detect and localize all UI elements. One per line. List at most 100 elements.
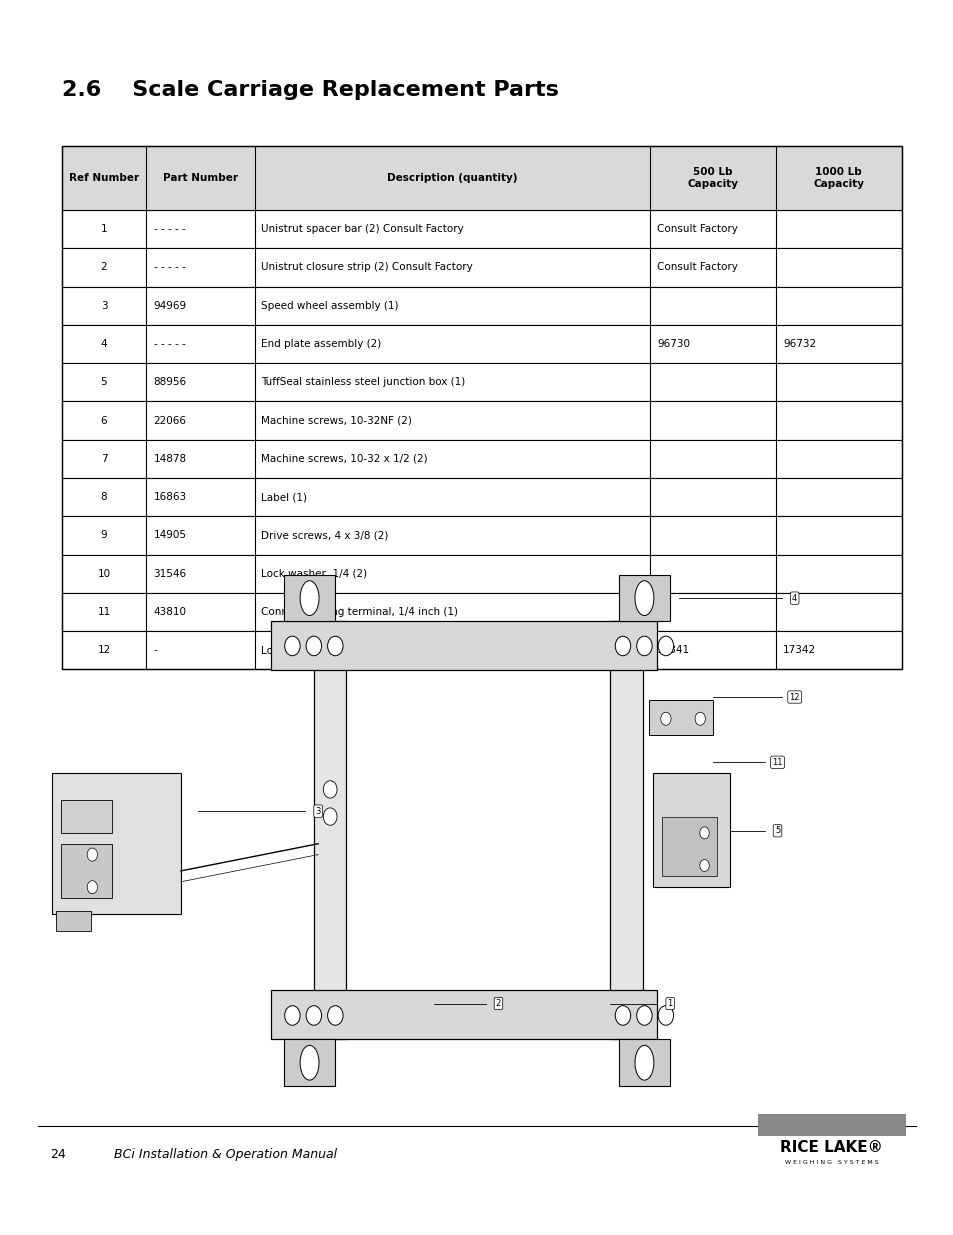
Circle shape (306, 1005, 321, 1025)
Bar (271, 990, 657, 1040)
Circle shape (327, 1005, 343, 1025)
Circle shape (658, 1005, 673, 1025)
Circle shape (700, 860, 708, 872)
Ellipse shape (635, 1045, 653, 1081)
Text: Consult Factory: Consult Factory (657, 262, 738, 273)
Text: - - - - -: - - - - - (153, 338, 185, 350)
Text: 43810: 43810 (153, 606, 187, 618)
Text: 2.6    Scale Carriage Replacement Parts: 2.6 Scale Carriage Replacement Parts (62, 80, 558, 100)
Text: TuffSeal stainless steel junction box (1): TuffSeal stainless steel junction box (1… (260, 377, 464, 388)
Text: 11: 11 (97, 606, 111, 618)
Circle shape (615, 636, 630, 656)
Text: 17341: 17341 (657, 645, 690, 656)
Text: 94969: 94969 (153, 300, 187, 311)
Text: 4: 4 (101, 338, 107, 350)
Bar (284, 576, 335, 621)
Bar (62, 593, 901, 631)
Text: 5: 5 (101, 377, 107, 388)
Bar (661, 816, 717, 877)
Bar (61, 844, 112, 898)
Text: RICE LAKE®: RICE LAKE® (780, 1140, 882, 1155)
Text: 12: 12 (788, 693, 800, 701)
Text: Drive screws, 4 x 3/8 (2): Drive screws, 4 x 3/8 (2) (260, 530, 388, 541)
Bar (62, 363, 901, 401)
Text: 14905: 14905 (153, 530, 187, 541)
Text: 6: 6 (101, 415, 107, 426)
Bar (648, 700, 713, 735)
Bar (62, 146, 901, 669)
Bar (758, 1114, 905, 1136)
Ellipse shape (300, 580, 318, 615)
Text: Speed wheel assembly (1): Speed wheel assembly (1) (260, 300, 398, 311)
Text: 24: 24 (51, 1149, 67, 1161)
Text: 96732: 96732 (782, 338, 816, 350)
Bar (62, 555, 901, 593)
Bar (618, 576, 670, 621)
Text: 7: 7 (101, 453, 107, 464)
Text: 1000 Lb
Capacity: 1000 Lb Capacity (812, 167, 863, 189)
Text: 9: 9 (101, 530, 107, 541)
Text: Unistrut closure strip (2) Consult Factory: Unistrut closure strip (2) Consult Facto… (260, 262, 472, 273)
Bar (62, 210, 901, 248)
Text: 14878: 14878 (153, 453, 187, 464)
Text: End plate assembly (2): End plate assembly (2) (260, 338, 380, 350)
Text: 96730: 96730 (657, 338, 690, 350)
Bar (314, 621, 346, 1040)
Text: 10: 10 (97, 568, 111, 579)
Circle shape (327, 636, 343, 656)
Text: -: - (153, 645, 157, 656)
Circle shape (615, 1005, 630, 1025)
Bar (62, 631, 901, 669)
Circle shape (323, 781, 336, 798)
Text: - - - - -: - - - - - (153, 262, 185, 273)
Bar (618, 1040, 670, 1086)
Bar (61, 800, 112, 832)
Text: 12: 12 (97, 645, 111, 656)
Text: 16863: 16863 (153, 492, 187, 503)
Text: Consult Factory: Consult Factory (657, 224, 738, 235)
Circle shape (660, 713, 670, 725)
Circle shape (700, 827, 708, 839)
Text: Unistrut spacer bar (2) Consult Factory: Unistrut spacer bar (2) Consult Factory (260, 224, 463, 235)
Circle shape (636, 1005, 652, 1025)
Text: Load cell (2): Load cell (2) (260, 645, 325, 656)
Text: 8: 8 (101, 492, 107, 503)
Bar (271, 621, 657, 669)
Text: 31546: 31546 (153, 568, 187, 579)
Text: 1: 1 (667, 999, 672, 1008)
Text: 17342: 17342 (782, 645, 816, 656)
Text: Machine screws, 10-32NF (2): Machine screws, 10-32NF (2) (260, 415, 412, 426)
Circle shape (636, 636, 652, 656)
Circle shape (306, 636, 321, 656)
Bar (62, 248, 901, 287)
Circle shape (658, 636, 673, 656)
Text: 22066: 22066 (153, 415, 187, 426)
Text: 5: 5 (774, 826, 780, 835)
Text: 500 Lb
Capacity: 500 Lb Capacity (686, 167, 738, 189)
Text: 2: 2 (496, 999, 500, 1008)
Circle shape (284, 1005, 300, 1025)
Text: BCi Installation & Operation Manual: BCi Installation & Operation Manual (114, 1149, 337, 1161)
Bar (653, 773, 730, 887)
Text: W E I G H I N G   S Y S T E M S: W E I G H I N G S Y S T E M S (784, 1160, 878, 1165)
Bar (62, 146, 901, 210)
Bar (62, 325, 901, 363)
Text: 3: 3 (315, 806, 320, 815)
Text: 4: 4 (791, 594, 797, 603)
Bar (56, 911, 91, 931)
Ellipse shape (635, 580, 653, 615)
Text: Machine screws, 10-32 x 1/2 (2): Machine screws, 10-32 x 1/2 (2) (260, 453, 427, 464)
Text: Part Number: Part Number (163, 173, 238, 183)
Text: 11: 11 (771, 758, 782, 767)
Circle shape (87, 881, 97, 894)
Bar (610, 621, 642, 1040)
Text: 2: 2 (101, 262, 107, 273)
Bar (62, 478, 901, 516)
Circle shape (695, 713, 704, 725)
Ellipse shape (300, 1045, 318, 1081)
Text: - - - - -: - - - - - (153, 224, 185, 235)
Bar (62, 440, 901, 478)
Circle shape (87, 848, 97, 861)
Bar (51, 773, 181, 914)
Circle shape (323, 808, 336, 825)
